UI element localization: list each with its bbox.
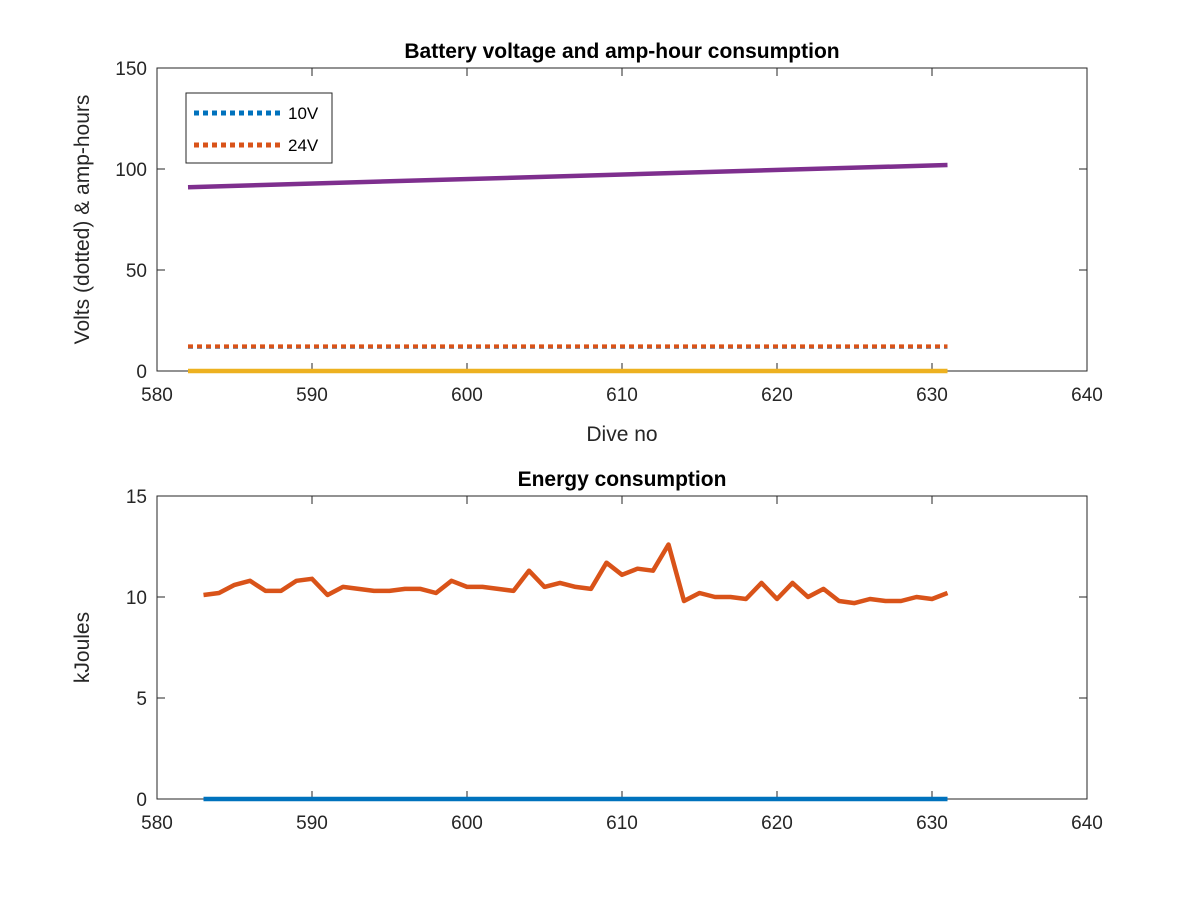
series-line-1	[203, 542, 949, 606]
x-tick-label: 610	[606, 813, 638, 834]
voltage-amphour-chart: Battery voltage and amp-hour consumption…	[71, 40, 1103, 446]
y-tick-label: 15	[126, 487, 147, 508]
series-line-4	[187, 162, 948, 190]
x-tick-label: 630	[916, 385, 948, 406]
y-tick-label: 0	[136, 790, 147, 811]
x-tick-label: 580	[141, 813, 173, 834]
legend: 10V 24V	[185, 92, 333, 164]
x-tick-label: 590	[296, 813, 328, 834]
x-tick-label: 640	[1071, 813, 1103, 834]
axis-ticks: 580 590 600 610 620 630 640 0 5 10 15	[126, 487, 1103, 834]
y-tick-label: 50	[126, 261, 147, 282]
energy-consumption-chart: Energy consumption kJoules 580 590 600 610 6…	[71, 468, 1103, 834]
legend-box	[185, 92, 333, 164]
x-tick-label: 610	[606, 385, 638, 406]
x-tick-label: 600	[451, 813, 483, 834]
y-tick-label: 10	[126, 588, 147, 609]
legend-label-24v: 24V	[288, 136, 319, 155]
x-tick-label: 640	[1071, 385, 1103, 406]
x-tick-label: 620	[761, 385, 793, 406]
series-group	[187, 162, 948, 374]
y-tick-label: 100	[115, 160, 147, 181]
y-tick-label: 150	[115, 59, 147, 80]
x-tick-label: 580	[141, 385, 173, 406]
x-axis-label: Dive no	[586, 423, 657, 446]
y-axis-label: kJoules	[71, 612, 94, 683]
x-tick-label: 620	[761, 813, 793, 834]
chart-title: Battery voltage and amp-hour consumption	[404, 40, 839, 63]
x-tick-label: 590	[296, 385, 328, 406]
y-tick-label: 0	[136, 362, 147, 383]
legend-label-10v: 10V	[288, 104, 319, 123]
chart-title: Energy consumption	[518, 468, 727, 491]
series-group	[203, 542, 949, 802]
y-axis-label: Volts (dotted) & amp-hours	[71, 95, 94, 345]
plot-area	[156, 495, 1088, 800]
x-tick-label: 600	[451, 385, 483, 406]
x-tick-label: 630	[916, 813, 948, 834]
y-tick-label: 5	[136, 689, 147, 710]
